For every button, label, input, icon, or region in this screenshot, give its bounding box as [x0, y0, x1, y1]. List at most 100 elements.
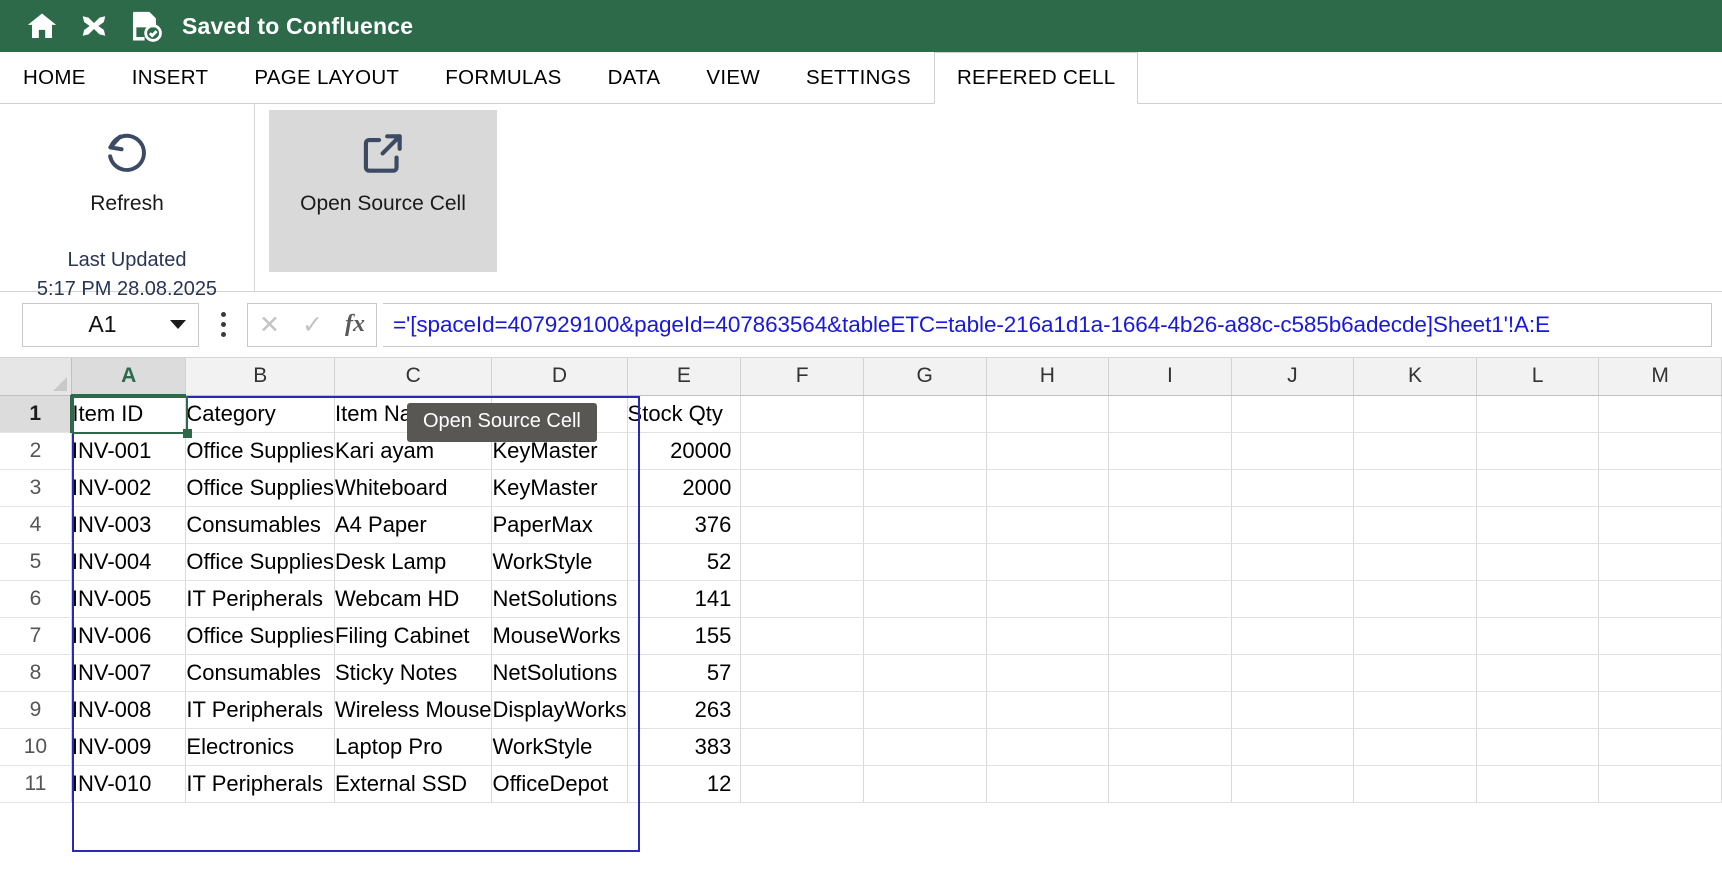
cancel-x-icon[interactable]: ✕ — [259, 310, 280, 339]
table-row[interactable]: 9 INV-008 IT Peripherals Wireless Mouse … — [0, 691, 1722, 729]
cell-K3[interactable] — [1353, 469, 1477, 507]
cell-F2[interactable] — [740, 432, 864, 470]
cell-G8[interactable] — [863, 654, 987, 692]
cell-H6[interactable] — [986, 580, 1110, 618]
row-header-9[interactable]: 9 — [0, 691, 72, 729]
cell-C5[interactable]: Desk Lamp — [334, 543, 493, 581]
col-header-C[interactable]: C — [334, 358, 493, 396]
cell-H9[interactable] — [986, 691, 1110, 729]
row-header-1[interactable]: 1 — [0, 395, 73, 433]
cell-I8[interactable] — [1108, 654, 1232, 692]
cell-K1[interactable] — [1353, 395, 1477, 433]
cell-I4[interactable] — [1108, 506, 1232, 544]
col-header-I[interactable]: I — [1108, 358, 1232, 396]
col-header-H[interactable]: H — [986, 358, 1110, 396]
tab-refered-cell[interactable]: REFERED CELL — [933, 52, 1139, 104]
cell-F7[interactable] — [740, 617, 864, 655]
cell-E5[interactable]: 52 — [627, 543, 742, 581]
cell-E4[interactable]: 376 — [627, 506, 742, 544]
cell-A5[interactable]: INV-004 — [71, 543, 187, 581]
tab-data[interactable]: DATA — [607, 66, 661, 89]
cell-L9[interactable] — [1476, 691, 1600, 729]
cell-M9[interactable] — [1598, 691, 1722, 729]
table-row[interactable]: 1 Item ID Category Item Name Supplier St… — [0, 395, 1722, 433]
cell-K10[interactable] — [1353, 728, 1477, 766]
cell-E9[interactable]: 263 — [627, 691, 742, 729]
cell-F8[interactable] — [740, 654, 864, 692]
cell-K4[interactable] — [1353, 506, 1477, 544]
table-row[interactable]: 2 INV-001 Office Supplies Kari ayam KeyM… — [0, 432, 1722, 470]
row-header-11[interactable]: 11 — [0, 765, 72, 803]
cell-D3[interactable]: KeyMaster — [491, 469, 628, 507]
cell-C11[interactable]: External SSD — [334, 765, 493, 803]
cell-A9[interactable]: INV-008 — [71, 691, 187, 729]
cell-E1[interactable]: Stock Qty — [627, 395, 742, 433]
cell-I11[interactable] — [1108, 765, 1232, 803]
col-header-A[interactable]: A — [71, 358, 187, 396]
cell-D4[interactable]: PaperMax — [491, 506, 628, 544]
cell-C8[interactable]: Sticky Notes — [334, 654, 493, 692]
formula-input[interactable]: ='[spaceId=407929100&pageId=407863564&ta… — [383, 302, 1712, 347]
cell-B9[interactable]: IT Peripherals — [185, 691, 335, 729]
cell-M4[interactable] — [1598, 506, 1722, 544]
table-row[interactable]: 4 INV-003 Consumables A4 Paper PaperMax … — [0, 506, 1722, 544]
cell-J5[interactable] — [1231, 543, 1355, 581]
cell-H7[interactable] — [986, 617, 1110, 655]
cell-A10[interactable]: INV-009 — [71, 728, 187, 766]
table-row[interactable]: 5 INV-004 Office Supplies Desk Lamp Work… — [0, 543, 1722, 581]
cell-H5[interactable] — [986, 543, 1110, 581]
cell-I3[interactable] — [1108, 469, 1232, 507]
cell-M10[interactable] — [1598, 728, 1722, 766]
cell-K6[interactable] — [1353, 580, 1477, 618]
cell-G1[interactable] — [863, 395, 987, 433]
cell-H1[interactable] — [986, 395, 1110, 433]
cell-G7[interactable] — [863, 617, 987, 655]
col-header-K[interactable]: K — [1353, 358, 1477, 396]
cell-B7[interactable]: Office Supplies — [185, 617, 335, 655]
cell-I9[interactable] — [1108, 691, 1232, 729]
row-header-10[interactable]: 10 — [0, 728, 72, 766]
tab-insert[interactable]: INSERT — [131, 66, 209, 89]
table-row[interactable]: 10 INV-009 Electronics Laptop Pro WorkSt… — [0, 728, 1722, 766]
cell-J4[interactable] — [1231, 506, 1355, 544]
cell-D11[interactable]: OfficeDepot — [491, 765, 628, 803]
row-header-7[interactable]: 7 — [0, 617, 72, 655]
cell-L8[interactable] — [1476, 654, 1600, 692]
cell-M3[interactable] — [1598, 469, 1722, 507]
cell-K9[interactable] — [1353, 691, 1477, 729]
cell-C6[interactable]: Webcam HD — [334, 580, 493, 618]
tab-settings[interactable]: SETTINGS — [806, 66, 911, 89]
cell-J1[interactable] — [1231, 395, 1355, 433]
cell-H2[interactable] — [986, 432, 1110, 470]
cell-M5[interactable] — [1598, 543, 1722, 581]
cell-F5[interactable] — [740, 543, 864, 581]
row-header-8[interactable]: 8 — [0, 654, 72, 692]
cell-H11[interactable] — [986, 765, 1110, 803]
cell-D8[interactable]: NetSolutions — [491, 654, 628, 692]
cell-I6[interactable] — [1108, 580, 1232, 618]
cell-I2[interactable] — [1108, 432, 1232, 470]
cell-L11[interactable] — [1476, 765, 1600, 803]
cell-M2[interactable] — [1598, 432, 1722, 470]
cell-M6[interactable] — [1598, 580, 1722, 618]
cell-D7[interactable]: MouseWorks — [491, 617, 628, 655]
cell-I1[interactable] — [1108, 395, 1232, 433]
cell-J11[interactable] — [1231, 765, 1355, 803]
cell-B10[interactable]: Electronics — [185, 728, 335, 766]
row-header-6[interactable]: 6 — [0, 580, 72, 618]
table-row[interactable]: 8 INV-007 Consumables Sticky Notes NetSo… — [0, 654, 1722, 692]
cell-G9[interactable] — [863, 691, 987, 729]
tab-page-layout[interactable]: PAGE LAYOUT — [254, 66, 400, 89]
cell-I10[interactable] — [1108, 728, 1232, 766]
cell-B5[interactable]: Office Supplies — [185, 543, 335, 581]
row-header-3[interactable]: 3 — [0, 469, 72, 507]
cell-C4[interactable]: A4 Paper — [334, 506, 493, 544]
col-header-E[interactable]: E — [627, 358, 742, 396]
cell-E6[interactable]: 141 — [627, 580, 742, 618]
tab-view[interactable]: VIEW — [706, 66, 761, 89]
cell-H3[interactable] — [986, 469, 1110, 507]
home-icon[interactable] — [16, 0, 68, 52]
cell-B8[interactable]: Consumables — [185, 654, 335, 692]
cell-F10[interactable] — [740, 728, 864, 766]
cell-G5[interactable] — [863, 543, 987, 581]
